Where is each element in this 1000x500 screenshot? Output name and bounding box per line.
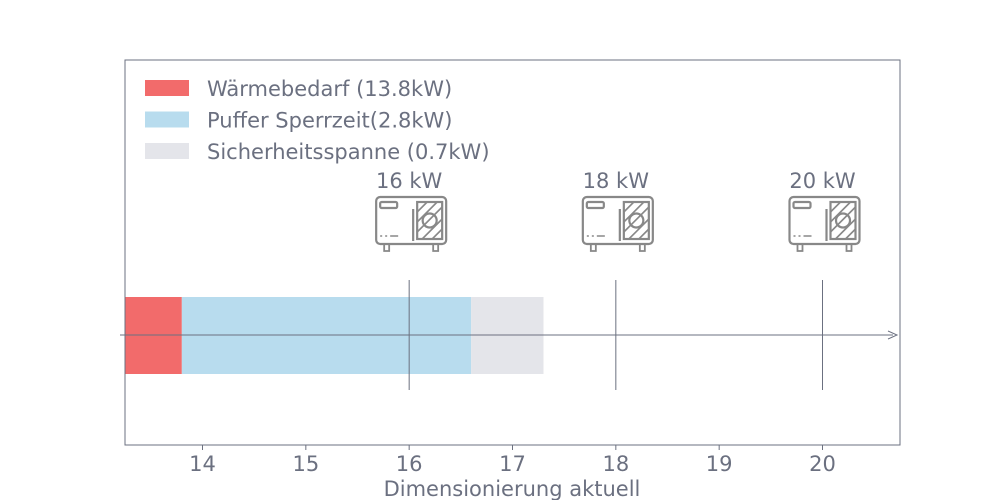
marker-16: 16 kW [375, 169, 448, 390]
marker-label: 18 kW [583, 169, 650, 193]
legend-item-2: Sicherheitsspanne (0.7kW) [145, 140, 490, 164]
x-tick-label: 14 [189, 452, 216, 476]
x-tick-label: 16 [396, 452, 423, 476]
heat-pump-icon [788, 195, 861, 252]
x-tick-label: 20 [809, 452, 836, 476]
x-axis-label: Dimensionierung aktuell [384, 477, 641, 500]
legend-swatch [145, 143, 189, 159]
marker-label: 16 kW [376, 169, 443, 193]
marker-18: 18 kW [581, 169, 654, 390]
marker-label: 20 kW [789, 169, 856, 193]
legend-item-0: Wärmebedarf (13.8kW) [145, 77, 452, 101]
legend-label: Sicherheitsspanne (0.7kW) [207, 140, 490, 164]
x-tick-label: 15 [292, 452, 319, 476]
x-tick-label: 17 [499, 452, 526, 476]
legend-label: Puffer Sperrzeit(2.8kW) [207, 109, 453, 133]
heat-pump-icon [375, 195, 448, 252]
legend-item-1: Puffer Sperrzeit(2.8kW) [145, 109, 453, 133]
arrow-head-icon [887, 330, 899, 340]
heat-pump-icon [581, 195, 654, 252]
legend-swatch [145, 111, 189, 128]
legend-swatch [145, 80, 189, 96]
x-tick-label: 18 [602, 452, 629, 476]
legend-label: Wärmebedarf (13.8kW) [207, 77, 452, 101]
x-tick-label: 19 [706, 452, 733, 476]
marker-20: 20 kW [788, 169, 861, 390]
